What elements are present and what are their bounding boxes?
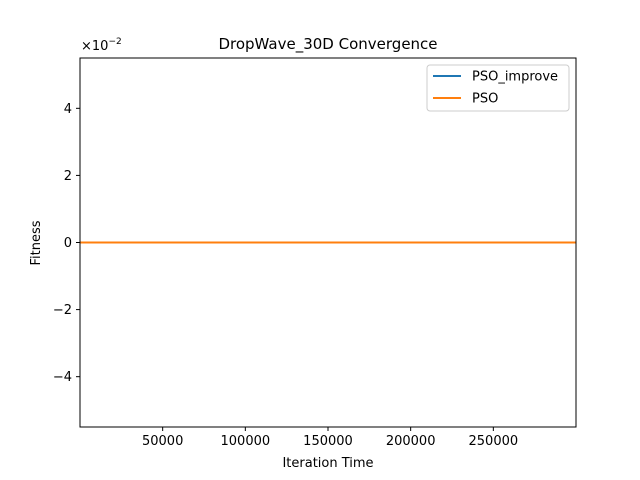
y-axis-offset-label: ×10−2 xyxy=(81,37,122,54)
y-offset-text: ×10−2 xyxy=(81,37,122,54)
y-tick-label: −4 xyxy=(53,370,72,385)
x-tick-label: 200000 xyxy=(386,434,436,449)
y-tick-label: 4 xyxy=(64,102,72,117)
y-offset-exponent: −2 xyxy=(108,37,121,47)
y-tick-label: 2 xyxy=(64,169,72,184)
x-axis-ticks: 50000 100000 150000 200000 250000 xyxy=(142,427,518,449)
legend-label-1: PSO xyxy=(472,92,498,107)
y-axis-ticks: −4 −2 0 2 4 xyxy=(53,102,80,385)
x-axis-label: Iteration Time xyxy=(282,456,373,471)
legend-label-0: PSO_improve xyxy=(472,70,558,85)
y-tick-label: −2 xyxy=(53,303,72,318)
chart-title: DropWave_30D Convergence xyxy=(218,35,437,54)
legend: PSO_improve PSO xyxy=(426,64,570,112)
legend-box xyxy=(426,64,570,112)
x-tick-label: 100000 xyxy=(221,434,271,449)
y-axis-label: Fitness xyxy=(29,220,44,265)
x-tick-label: 150000 xyxy=(303,434,353,449)
y-tick-label: 0 xyxy=(64,236,72,251)
x-tick-label: 50000 xyxy=(142,434,183,449)
y-offset-base: ×10 xyxy=(81,39,108,54)
x-tick-label: 250000 xyxy=(469,434,519,449)
